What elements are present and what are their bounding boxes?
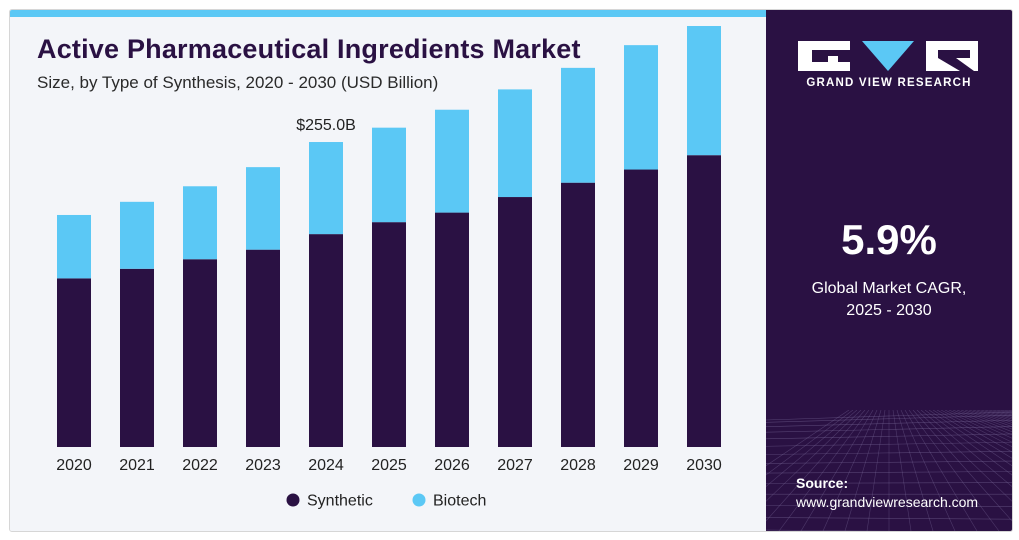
bar-biotech-2028 [561, 67, 595, 183]
bar-biotech-2027 [498, 89, 532, 198]
bar-synthetic-2025 [372, 222, 406, 447]
x-tick-label-2027: 2027 [497, 457, 533, 474]
x-tick-label-2020: 2020 [56, 457, 92, 474]
bar-synthetic-2023 [246, 249, 280, 447]
bar-synthetic-2026 [435, 212, 469, 447]
x-tick-label-2023: 2023 [245, 457, 281, 474]
bar-biotech-2023 [246, 167, 280, 250]
x-tick-label-2024: 2024 [308, 457, 344, 474]
bar-biotech-2022 [183, 186, 217, 260]
cagr-label-line2: 2025 - 2030 [846, 302, 932, 319]
bar-synthetic-2021 [120, 268, 154, 447]
source-url[interactable]: www.grandviewresearch.com [796, 494, 979, 510]
legend-label-biotech: Biotech [433, 493, 486, 510]
brand-name: GRAND VIEW RESEARCH [806, 77, 972, 89]
infographic-frame: Active Pharmaceutical Ingredients Market… [9, 9, 1013, 532]
bar-biotech-2021 [120, 201, 154, 269]
accent-bar [10, 10, 766, 17]
x-tick-label-2028: 2028 [560, 457, 596, 474]
bar-biotech-2030 [687, 26, 721, 156]
x-tick-label-2025: 2025 [371, 457, 407, 474]
cagr-value: 5.9% [841, 216, 937, 263]
bar-synthetic-2024 [309, 234, 343, 447]
chart-title: Active Pharmaceutical Ingredients Market [37, 34, 581, 64]
bar-synthetic-2022 [183, 259, 217, 447]
bar-synthetic-2027 [498, 197, 532, 447]
side-panel: GRAND VIEW RESEARCH 5.9% Global Market C… [766, 10, 1012, 531]
data-label-2024: $255.0B [296, 117, 356, 134]
bar-synthetic-2028 [561, 182, 595, 447]
legend-label-synthetic: Synthetic [307, 493, 373, 510]
x-tick-label-2021: 2021 [119, 457, 155, 474]
decorative-mesh [766, 410, 1012, 531]
x-tick-label-2022: 2022 [182, 457, 218, 474]
legend-marker-biotech [412, 493, 426, 507]
legend-marker-synthetic [286, 493, 300, 507]
bar-biotech-2025 [372, 127, 406, 223]
cagr-label: Global Market CAGR, 2025 - 2030 [766, 278, 1012, 322]
chart-subtitle: Size, by Type of Synthesis, 2020 - 2030 … [37, 73, 439, 92]
stacked-bar-chart: 2020 2021 2022 2023 2024 $255.0B 2025 2026 2027 2… [56, 26, 722, 510]
x-tick-label-2030: 2030 [686, 457, 722, 474]
bar-biotech-2029 [624, 45, 658, 170]
source-label: Source: [796, 475, 849, 491]
x-tick-label-2029: 2029 [623, 457, 659, 474]
bar-synthetic-2029 [624, 169, 658, 447]
chart-panel: Active Pharmaceutical Ingredients Market… [10, 10, 766, 531]
bar-biotech-2026 [435, 109, 469, 213]
gvr-logo-icon [798, 41, 978, 71]
bar-synthetic-2020 [57, 278, 91, 447]
bar-biotech-2020 [57, 214, 91, 279]
bar-synthetic-2030 [687, 155, 721, 447]
x-tick-label-2026: 2026 [434, 457, 470, 474]
cagr-label-line1: Global Market CAGR, [811, 280, 967, 297]
bar-biotech-2024 [309, 142, 343, 235]
